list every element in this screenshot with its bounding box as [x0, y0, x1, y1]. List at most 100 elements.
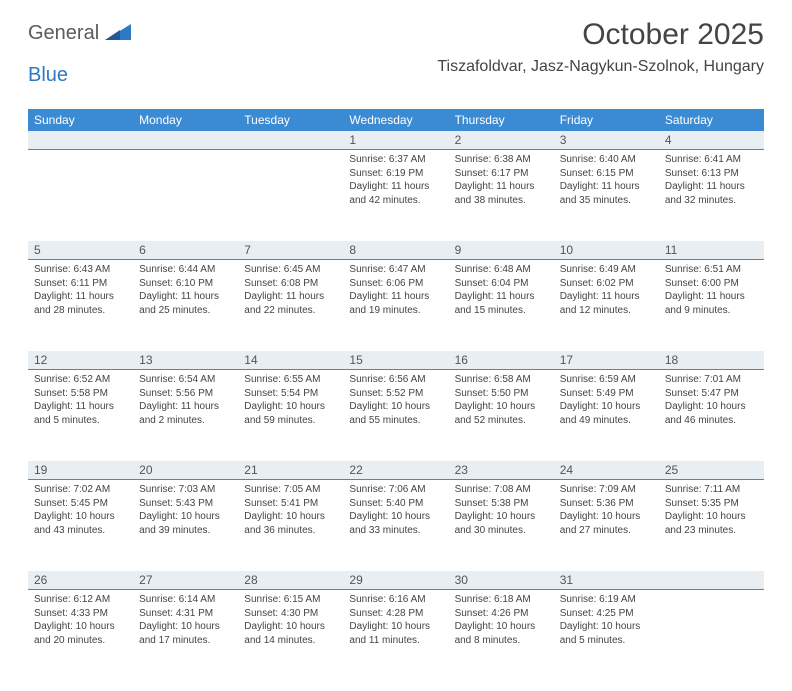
daylight-line1: Daylight: 11 hours	[349, 290, 442, 304]
daylight-line2: and 33 minutes.	[349, 524, 442, 538]
sunset-text: Sunset: 5:52 PM	[349, 387, 442, 401]
calendar-cell: 25Sunrise: 7:11 AMSunset: 5:35 PMDayligh…	[659, 461, 764, 571]
calendar-cell: 27Sunrise: 6:14 AMSunset: 4:31 PMDayligh…	[133, 571, 238, 681]
sunset-text: Sunset: 6:04 PM	[455, 277, 548, 291]
daylight-line1: Daylight: 10 hours	[349, 400, 442, 414]
daylight-line2: and 15 minutes.	[455, 304, 548, 318]
daylight-line1: Daylight: 11 hours	[560, 180, 653, 194]
sunset-text: Sunset: 6:06 PM	[349, 277, 442, 291]
sunset-text: Sunset: 6:11 PM	[34, 277, 127, 291]
daylight-line2: and 8 minutes.	[455, 634, 548, 648]
sunset-text: Sunset: 6:00 PM	[665, 277, 758, 291]
sunrise-text: Sunrise: 7:06 AM	[349, 483, 442, 497]
day-number: 9	[449, 241, 554, 260]
sunset-text: Sunset: 4:26 PM	[455, 607, 548, 621]
daylight-line1: Daylight: 11 hours	[349, 180, 442, 194]
calendar-cell: 19Sunrise: 7:02 AMSunset: 5:45 PMDayligh…	[28, 461, 133, 571]
sunrise-text: Sunrise: 6:41 AM	[665, 153, 758, 167]
day-details: Sunrise: 6:19 AMSunset: 4:25 PMDaylight:…	[554, 590, 659, 681]
day-details: Sunrise: 6:54 AMSunset: 5:56 PMDaylight:…	[133, 370, 238, 461]
calendar-week: 1Sunrise: 6:37 AMSunset: 6:19 PMDaylight…	[28, 131, 764, 241]
day-number: 12	[28, 351, 133, 370]
day-details: Sunrise: 6:43 AMSunset: 6:11 PMDaylight:…	[28, 260, 133, 351]
day-number: 27	[133, 571, 238, 590]
sunrise-text: Sunrise: 7:01 AM	[665, 373, 758, 387]
sunset-text: Sunset: 6:08 PM	[244, 277, 337, 291]
day-details: Sunrise: 6:45 AMSunset: 6:08 PMDaylight:…	[238, 260, 343, 351]
calendar-cell: 30Sunrise: 6:18 AMSunset: 4:26 PMDayligh…	[449, 571, 554, 681]
day-details: Sunrise: 6:59 AMSunset: 5:49 PMDaylight:…	[554, 370, 659, 461]
calendar-week: 5Sunrise: 6:43 AMSunset: 6:11 PMDaylight…	[28, 241, 764, 351]
day-details: Sunrise: 7:02 AMSunset: 5:45 PMDaylight:…	[28, 480, 133, 571]
daylight-line1: Daylight: 10 hours	[665, 510, 758, 524]
daylight-line2: and 14 minutes.	[244, 634, 337, 648]
day-number: 5	[28, 241, 133, 260]
day-details: Sunrise: 6:38 AMSunset: 6:17 PMDaylight:…	[449, 150, 554, 241]
day-header: Friday	[554, 109, 659, 131]
day-number: 31	[554, 571, 659, 590]
sunrise-text: Sunrise: 6:55 AM	[244, 373, 337, 387]
calendar-cell: 21Sunrise: 7:05 AMSunset: 5:41 PMDayligh…	[238, 461, 343, 571]
day-number: 26	[28, 571, 133, 590]
day-number: 29	[343, 571, 448, 590]
calendar-cell: 17Sunrise: 6:59 AMSunset: 5:49 PMDayligh…	[554, 351, 659, 461]
sunrise-text: Sunrise: 6:43 AM	[34, 263, 127, 277]
day-header: Saturday	[659, 109, 764, 131]
daylight-line2: and 28 minutes.	[34, 304, 127, 318]
day-number: 24	[554, 461, 659, 480]
daylight-line1: Daylight: 11 hours	[34, 400, 127, 414]
calendar-page: General October 2025 Tiszafoldvar, Jasz-…	[0, 0, 792, 691]
day-details: Sunrise: 7:03 AMSunset: 5:43 PMDaylight:…	[133, 480, 238, 571]
sunset-text: Sunset: 5:45 PM	[34, 497, 127, 511]
sunset-text: Sunset: 6:19 PM	[349, 167, 442, 181]
sunset-text: Sunset: 4:31 PM	[139, 607, 232, 621]
day-number: 13	[133, 351, 238, 370]
day-header: Thursday	[449, 109, 554, 131]
daylight-line1: Daylight: 10 hours	[244, 620, 337, 634]
sunrise-text: Sunrise: 6:59 AM	[560, 373, 653, 387]
calendar-cell	[28, 131, 133, 241]
calendar-cell: 20Sunrise: 7:03 AMSunset: 5:43 PMDayligh…	[133, 461, 238, 571]
calendar-cell: 6Sunrise: 6:44 AMSunset: 6:10 PMDaylight…	[133, 241, 238, 351]
sunset-text: Sunset: 5:40 PM	[349, 497, 442, 511]
daylight-line1: Daylight: 11 hours	[139, 290, 232, 304]
day-number: 3	[554, 131, 659, 150]
sunrise-text: Sunrise: 6:16 AM	[349, 593, 442, 607]
sunset-text: Sunset: 5:41 PM	[244, 497, 337, 511]
sunrise-text: Sunrise: 7:05 AM	[244, 483, 337, 497]
calendar-head: SundayMondayTuesdayWednesdayThursdayFrid…	[28, 109, 764, 131]
brand-part2: Blue	[28, 64, 68, 86]
daylight-line2: and 52 minutes.	[455, 414, 548, 428]
day-details: Sunrise: 6:55 AMSunset: 5:54 PMDaylight:…	[238, 370, 343, 461]
daylight-line1: Daylight: 11 hours	[665, 290, 758, 304]
day-details: Sunrise: 6:51 AMSunset: 6:00 PMDaylight:…	[659, 260, 764, 351]
day-details: Sunrise: 7:05 AMSunset: 5:41 PMDaylight:…	[238, 480, 343, 571]
daylight-line2: and 17 minutes.	[139, 634, 232, 648]
calendar-body: 1Sunrise: 6:37 AMSunset: 6:19 PMDaylight…	[28, 131, 764, 681]
daylight-line2: and 22 minutes.	[244, 304, 337, 318]
sunset-text: Sunset: 5:49 PM	[560, 387, 653, 401]
sunset-text: Sunset: 4:25 PM	[560, 607, 653, 621]
sunrise-text: Sunrise: 6:54 AM	[139, 373, 232, 387]
daylight-line1: Daylight: 10 hours	[244, 400, 337, 414]
day-number: 18	[659, 351, 764, 370]
sunrise-text: Sunrise: 6:51 AM	[665, 263, 758, 277]
sunrise-text: Sunrise: 6:12 AM	[34, 593, 127, 607]
sunrise-text: Sunrise: 6:40 AM	[560, 153, 653, 167]
daylight-line1: Daylight: 10 hours	[455, 400, 548, 414]
calendar-cell	[238, 131, 343, 241]
daylight-line2: and 49 minutes.	[560, 414, 653, 428]
day-number: 22	[343, 461, 448, 480]
calendar-cell: 28Sunrise: 6:15 AMSunset: 4:30 PMDayligh…	[238, 571, 343, 681]
calendar-cell: 12Sunrise: 6:52 AMSunset: 5:58 PMDayligh…	[28, 351, 133, 461]
month-title: October 2025	[437, 18, 764, 52]
sunrise-text: Sunrise: 6:45 AM	[244, 263, 337, 277]
day-number: 8	[343, 241, 448, 260]
day-details: Sunrise: 6:18 AMSunset: 4:26 PMDaylight:…	[449, 590, 554, 681]
day-details: Sunrise: 6:12 AMSunset: 4:33 PMDaylight:…	[28, 590, 133, 681]
day-number: 7	[238, 241, 343, 260]
calendar-cell: 13Sunrise: 6:54 AMSunset: 5:56 PMDayligh…	[133, 351, 238, 461]
day-number-empty	[133, 131, 238, 150]
sunrise-text: Sunrise: 6:37 AM	[349, 153, 442, 167]
sunrise-text: Sunrise: 6:58 AM	[455, 373, 548, 387]
